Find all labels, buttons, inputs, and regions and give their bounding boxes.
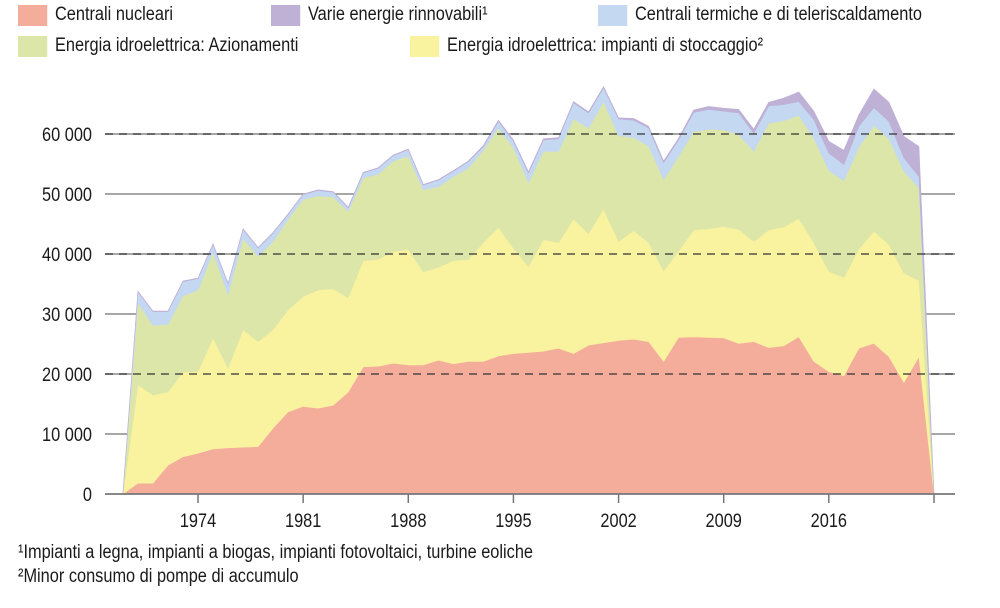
x-tick-label: 1981 [285, 510, 321, 531]
y-tick-label: 0 [83, 484, 92, 505]
legend-swatch [271, 4, 301, 26]
y-tick-label: 20 000 [42, 364, 92, 385]
legend-item-hydro-run: Energia idroelettrica: Azionamenti [18, 35, 298, 57]
y-tick-label: 60 000 [42, 124, 92, 145]
legend-swatch [18, 4, 48, 26]
legend-item-renewables: Varie energie rinnovabili¹ [271, 4, 488, 26]
legend-swatch [18, 35, 48, 57]
footnotes: ¹Impianti a legna, impianti a biogas, im… [18, 541, 533, 589]
x-tick-label: 2016 [811, 510, 847, 531]
legend-label: Varie energie rinnovabili¹ [307, 4, 488, 25]
legend-item-thermal: Centrali termiche e di teleriscaldamento [598, 4, 922, 26]
legend-label: Energia idroelettrica: Azionamenti [54, 35, 299, 56]
y-tick-label: 50 000 [42, 184, 92, 205]
footnote-2: ²Minor consumo di pompe di accumulo [18, 566, 299, 587]
footnote-1: ¹Impianti a legna, impianti a biogas, im… [18, 542, 533, 563]
legend-item-nuclear: Centrali nucleari [18, 4, 173, 26]
y-tick-label: 30 000 [42, 304, 92, 325]
y-tick-label: 40 000 [42, 244, 92, 265]
y-tick-label: 10 000 [42, 424, 92, 445]
legend-label: Centrali termiche e di teleriscaldamento [634, 4, 922, 25]
legend-swatch [598, 4, 628, 26]
x-tick-label: 2002 [600, 510, 636, 531]
legend-label: Energia idroelettrica: impianti di stocc… [446, 35, 764, 56]
legend-label: Centrali nucleari [54, 4, 174, 25]
x-tick-label: 1995 [495, 510, 531, 531]
legend-item-hydro-storage: Energia idroelettrica: impianti di stocc… [410, 35, 763, 57]
x-tick-label: 1974 [180, 510, 216, 531]
legend-swatch [410, 35, 440, 57]
x-tick-label: 1988 [390, 510, 426, 531]
x-tick-label: 2009 [706, 510, 742, 531]
